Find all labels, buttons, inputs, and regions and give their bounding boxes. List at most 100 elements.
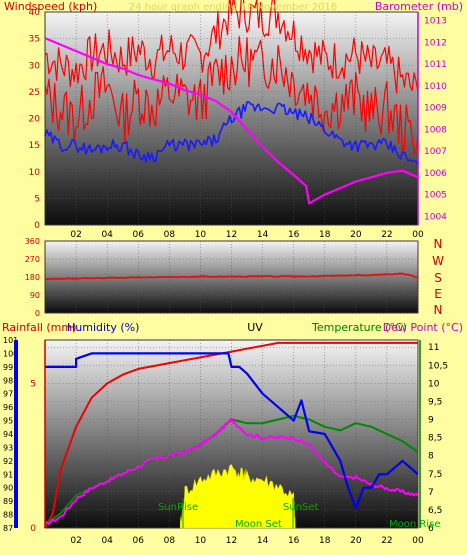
- humidity-tick-label: 95: [3, 417, 13, 426]
- temperature-axis-title: Temperature (°C): [311, 321, 407, 334]
- temperature-tick-label: 8,5: [428, 434, 442, 444]
- direction-tick-label: 360: [25, 237, 40, 246]
- barometer-axis-title: Barometer (mb): [375, 0, 463, 13]
- time-tick-label: 12: [226, 536, 237, 546]
- humidity-tick-label: 87: [3, 524, 13, 533]
- dew-point-axis-title: Dew Point (°C): [383, 321, 463, 334]
- uv-series-area: [179, 464, 296, 529]
- chart-subtitle: 24 hour graph ending 18 November 2016: [129, 2, 337, 13]
- humidity-series-line: [45, 352, 419, 509]
- time-tick-label: 16: [288, 230, 300, 240]
- windspeed-tick-label: 25: [29, 88, 40, 98]
- time-tick-label: 02: [70, 230, 81, 240]
- uv-axis-title: UV: [247, 321, 263, 334]
- humidity-tick-label: 96: [3, 403, 13, 412]
- windspeed-tick-label: 40: [29, 8, 41, 18]
- temperature-tick-label: 11: [428, 343, 439, 353]
- barometer-tick-label: 1005: [424, 191, 447, 201]
- barometer-tick-label: 1004: [424, 212, 447, 222]
- time-tick-label: 12: [226, 230, 237, 240]
- time-tick-label: 00: [412, 230, 424, 240]
- barometer-tick-label: 1010: [424, 82, 447, 92]
- time-tick-label: 20: [350, 230, 362, 240]
- windspeed-tick-label: 5: [34, 194, 40, 204]
- avg-windspeed-series-line: [44, 101, 419, 167]
- time-tick-label: 16: [288, 536, 300, 546]
- time-tick-label: 10: [195, 230, 207, 240]
- time-tick-label: 04: [101, 230, 113, 240]
- time-tick-label: 22: [381, 536, 392, 546]
- temperature-tick-label: 9: [428, 416, 434, 426]
- humidity-axis-title: Humidity (%): [67, 321, 139, 334]
- humidity-tick-label: 101: [3, 336, 18, 345]
- temperature-tick-label: 10,5: [428, 361, 448, 371]
- windspeed-tick-label: 30: [29, 61, 41, 71]
- compass-label: N: [434, 237, 443, 251]
- humidity-tick-label: 94: [3, 430, 13, 439]
- barometer-series-line: [44, 37, 419, 205]
- windspeed-tick-label: 20: [29, 115, 41, 125]
- humidity-tick-label: 97: [3, 390, 13, 399]
- time-tick-label: 06: [133, 536, 145, 546]
- windspeed-tick-label: 10: [29, 168, 41, 178]
- temperature-tick-label: 8: [428, 452, 434, 462]
- compass-label: S: [434, 271, 442, 285]
- rain-tick-label: 5: [30, 379, 36, 389]
- humidity-tick-label: 89: [3, 497, 13, 506]
- windspeed-series-line: [44, 36, 419, 155]
- barometer-tick-label: 1013: [424, 17, 447, 27]
- time-tick-label: 02: [70, 536, 81, 546]
- rainfall-series-line: [44, 341, 418, 529]
- wind-direction-series-line: [44, 272, 419, 281]
- barometer-tick-label: 1009: [424, 104, 447, 114]
- compass-labels: N W S E N: [432, 237, 444, 317]
- time-tick-label: 04: [101, 536, 113, 546]
- humidity-tick-label: 100: [3, 349, 18, 358]
- temperature-tick-label: 6,5: [428, 506, 442, 516]
- time-tick-label: 08: [164, 536, 176, 546]
- compass-label: N: [434, 303, 443, 317]
- compass-label: W: [432, 254, 444, 268]
- barometer-tick-label: 1007: [424, 147, 447, 157]
- humidity-tick-label: 88: [3, 511, 13, 520]
- direction-tick-label: 270: [25, 255, 40, 264]
- barometer-tick-label: 1011: [424, 60, 447, 70]
- humidity-tick-label: 91: [3, 470, 13, 479]
- rain-tick-label: 0: [30, 524, 36, 534]
- humidity-tick-label: 93: [3, 443, 13, 452]
- barometer-tick-label: 1008: [424, 125, 447, 135]
- time-tick-label: 18: [319, 230, 331, 240]
- time-tick-label: 22: [381, 230, 392, 240]
- dew-point-series-line: [44, 417, 419, 526]
- direction-tick-label: 90: [30, 291, 40, 300]
- time-tick-label: 10: [195, 536, 207, 546]
- temperature-tick-label: 7: [428, 488, 434, 498]
- time-tick-label: 08: [164, 230, 176, 240]
- barometer-tick-label: 1012: [424, 38, 447, 48]
- sunrise-label: SunRise: [158, 502, 198, 513]
- windspeed-axis-title: Windspeed (kph): [4, 0, 97, 13]
- moonset-label: Moon Set: [235, 519, 282, 530]
- direction-tick-label: 180: [25, 273, 40, 282]
- barometer-tick-label: 1006: [424, 169, 447, 179]
- series-layer: [44, 0, 419, 529]
- time-tick-label: 14: [257, 230, 269, 240]
- humidity-tick-label: 98: [3, 376, 13, 385]
- humidity-tick-label: 92: [3, 457, 13, 466]
- temperature-tick-label: 9,5: [428, 397, 442, 407]
- time-tick-label: 14: [257, 536, 269, 546]
- direction-tick-label: 0: [35, 309, 40, 318]
- temperature-tick-label: 7,5: [428, 470, 442, 480]
- windspeed-tick-label: 15: [29, 141, 40, 151]
- compass-label: E: [434, 287, 442, 301]
- time-tick-label: 18: [319, 536, 331, 546]
- windspeed-tick-label: 35: [29, 35, 40, 45]
- rainfall-axis-title: Rainfall (mm): [2, 321, 76, 334]
- humidity-tick-label: 99: [3, 363, 13, 372]
- moonrise-label: Moon Rise: [389, 519, 440, 530]
- time-tick-label: 20: [350, 536, 362, 546]
- windspeed-tick-label: 0: [34, 221, 40, 231]
- sunset-label: SunSet: [283, 502, 319, 513]
- time-tick-label: 06: [133, 230, 145, 240]
